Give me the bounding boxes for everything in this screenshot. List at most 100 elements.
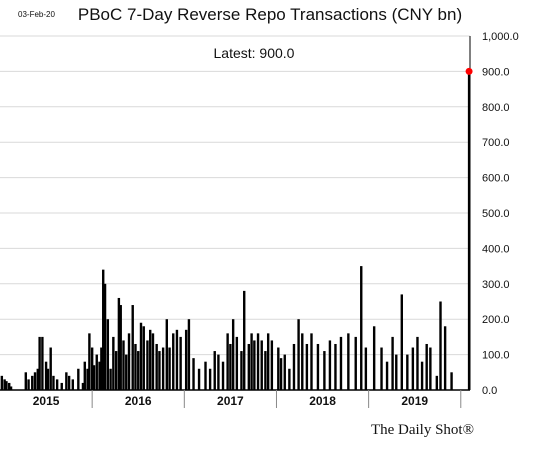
bar <box>416 336 419 390</box>
bar <box>385 361 389 390</box>
bar <box>31 375 34 390</box>
bar <box>8 382 11 390</box>
bar <box>435 375 439 390</box>
bar <box>127 333 131 390</box>
bar <box>240 351 243 390</box>
bar <box>24 372 27 390</box>
bar <box>5 381 8 390</box>
bar <box>395 354 398 390</box>
bar <box>52 375 55 390</box>
bar <box>131 305 134 390</box>
bar <box>192 358 195 390</box>
bar <box>134 343 137 390</box>
bar <box>347 333 350 390</box>
bar <box>77 368 80 390</box>
bar <box>142 326 145 390</box>
bar <box>425 343 428 390</box>
bar <box>92 365 96 390</box>
bar <box>100 347 103 390</box>
bar <box>0 375 4 390</box>
bar <box>106 319 110 390</box>
bar <box>217 354 220 390</box>
y-tick-label: 600.0 <box>482 173 510 185</box>
bar <box>137 351 140 390</box>
bar <box>60 382 63 390</box>
bar <box>450 372 453 390</box>
bar <box>161 347 165 390</box>
bar <box>165 319 168 390</box>
y-tick-label: 800.0 <box>482 102 510 114</box>
bar <box>155 343 158 390</box>
bar <box>235 336 239 390</box>
bar <box>279 358 283 390</box>
bar <box>117 297 121 390</box>
bar <box>139 322 143 390</box>
bar <box>310 333 313 390</box>
y-tick-label: 1,000.0 <box>482 31 519 43</box>
y-tick-label: 900.0 <box>482 66 510 78</box>
bar <box>146 340 149 390</box>
bar <box>102 269 105 390</box>
bar <box>179 336 182 390</box>
bar <box>391 336 394 390</box>
bar <box>256 333 260 390</box>
bar <box>297 319 300 390</box>
bar <box>439 301 442 390</box>
bar <box>55 379 59 390</box>
bar <box>49 347 52 390</box>
bar <box>125 354 128 390</box>
bar <box>149 329 152 390</box>
bar <box>27 379 30 390</box>
bar <box>33 372 37 390</box>
x-tick-label: 2017 <box>217 394 244 408</box>
bar <box>243 290 246 390</box>
x-tick-label: 2018 <box>309 394 336 408</box>
bar <box>65 372 68 390</box>
bar <box>112 336 115 390</box>
bar <box>411 347 415 390</box>
bar <box>98 361 101 390</box>
bar <box>184 329 188 390</box>
bar <box>71 379 74 390</box>
bar <box>175 329 179 390</box>
bar <box>172 333 175 390</box>
bar <box>109 368 112 390</box>
x-axis: 2015 2016 2017 2018 2019 <box>0 36 471 408</box>
bar <box>253 340 256 390</box>
bar <box>305 343 309 390</box>
bar <box>400 294 403 390</box>
bar <box>339 336 343 390</box>
date-label: 03-Feb-20 <box>18 10 55 19</box>
bar <box>283 354 286 390</box>
bar <box>197 368 201 390</box>
bar <box>372 326 376 390</box>
bar <box>270 340 274 390</box>
bar <box>9 386 13 390</box>
bar <box>260 340 263 390</box>
bar <box>83 361 86 390</box>
bar <box>122 340 125 390</box>
y-tick-label: 200.0 <box>482 314 510 326</box>
x-tick-label: 2016 <box>125 394 152 408</box>
x-tick-label: 2019 <box>401 394 428 408</box>
bar <box>420 361 424 390</box>
bar <box>41 336 44 390</box>
y-tick-label: 100.0 <box>482 350 510 362</box>
bar <box>221 361 225 390</box>
bar <box>46 368 50 390</box>
bar <box>264 351 267 390</box>
latest-point-marker <box>465 67 473 75</box>
bar <box>292 343 296 390</box>
bar <box>443 326 447 390</box>
y-axis-ticks: 1,000.0 900.0 800.0 700.0 600.0 500.0 400.0 300… <box>482 31 519 397</box>
bar <box>226 333 229 390</box>
bar <box>187 319 191 390</box>
latest-annotation: Latest: 900.0 <box>214 45 295 61</box>
y-tick-label: 0.0 <box>482 385 497 397</box>
bar <box>467 71 471 391</box>
bar <box>247 343 251 390</box>
bar <box>213 351 216 390</box>
bar <box>103 283 107 390</box>
chart-title: PBoC 7-Day Reverse Repo Transactions (CN… <box>78 5 462 24</box>
